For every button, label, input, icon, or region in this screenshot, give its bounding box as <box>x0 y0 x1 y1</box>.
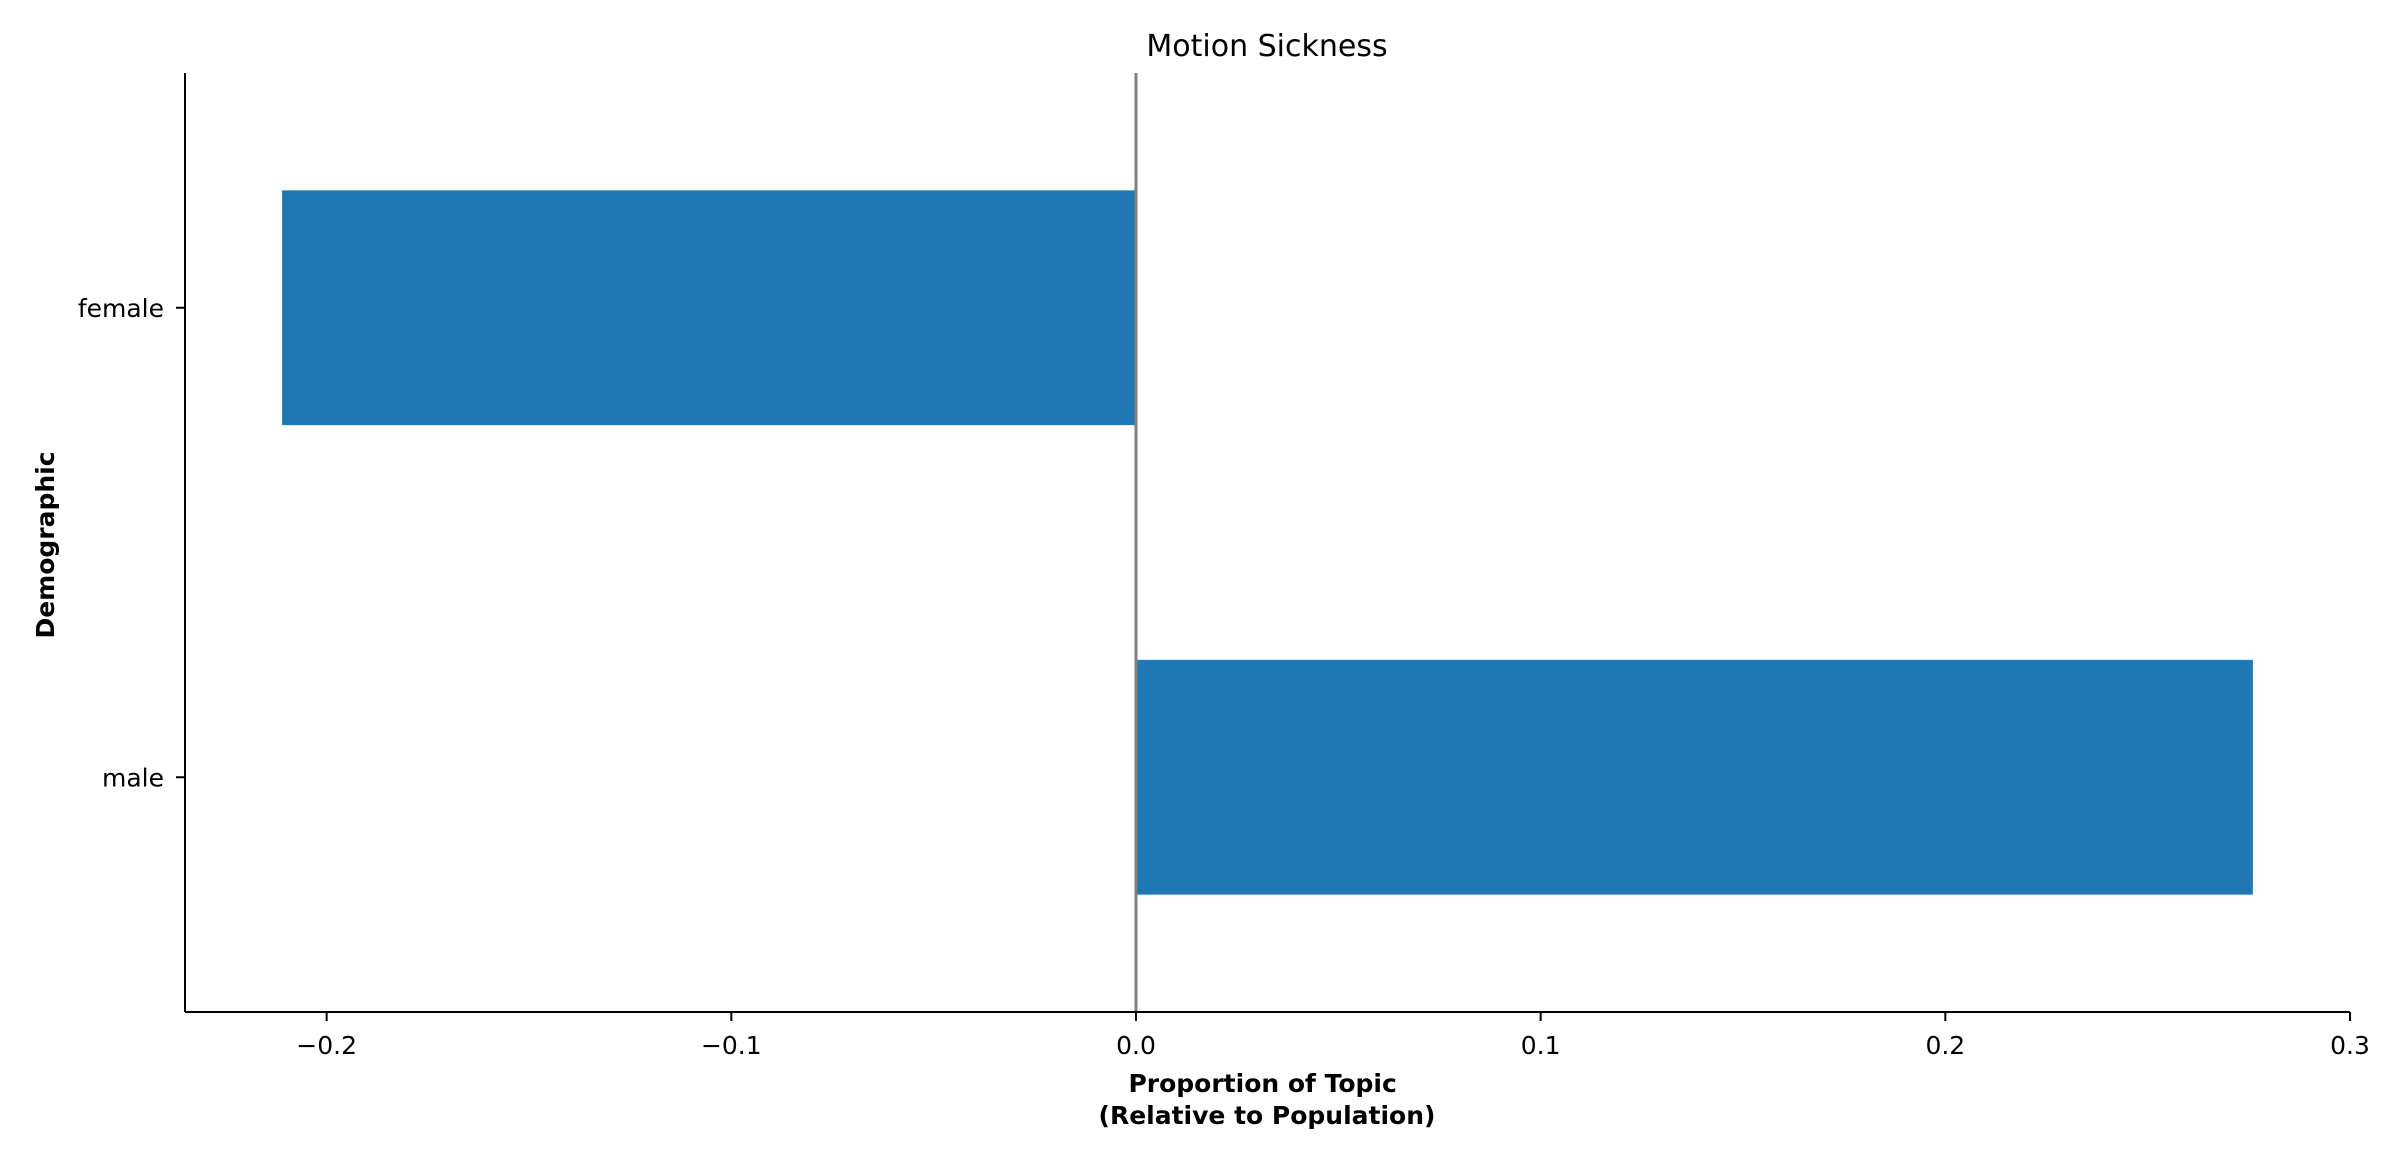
x-axis-label-line-2: (Relative to Population) <box>1099 1101 1436 1130</box>
x-axis-ticks: −0.2 −0.1 0.0 0.1 0.2 0.3 <box>296 1012 2370 1060</box>
bars-group <box>282 190 2253 895</box>
x-tick-label: 0.0 <box>1116 1031 1156 1060</box>
y-axis-ticks: female male <box>78 294 185 792</box>
y-axis-label: Demographic <box>31 451 60 638</box>
x-tick-label: 0.1 <box>1521 1031 1561 1060</box>
y-tick-label: female <box>78 294 164 323</box>
x-axis-label: Proportion of Topic (Relative to Populat… <box>1099 1069 1436 1130</box>
x-tick-label: 0.2 <box>1925 1031 1965 1060</box>
bar-male <box>1135 659 2253 895</box>
x-tick-label: 0.3 <box>2330 1031 2370 1060</box>
y-tick-label: male <box>102 763 164 792</box>
chart-title: Motion Sickness <box>1146 29 1387 64</box>
x-axis-label-line-1: Proportion of Topic <box>1128 1069 1396 1098</box>
bar-female <box>282 190 1136 426</box>
x-tick-label: −0.2 <box>296 1031 357 1060</box>
x-tick-label: −0.1 <box>701 1031 762 1060</box>
